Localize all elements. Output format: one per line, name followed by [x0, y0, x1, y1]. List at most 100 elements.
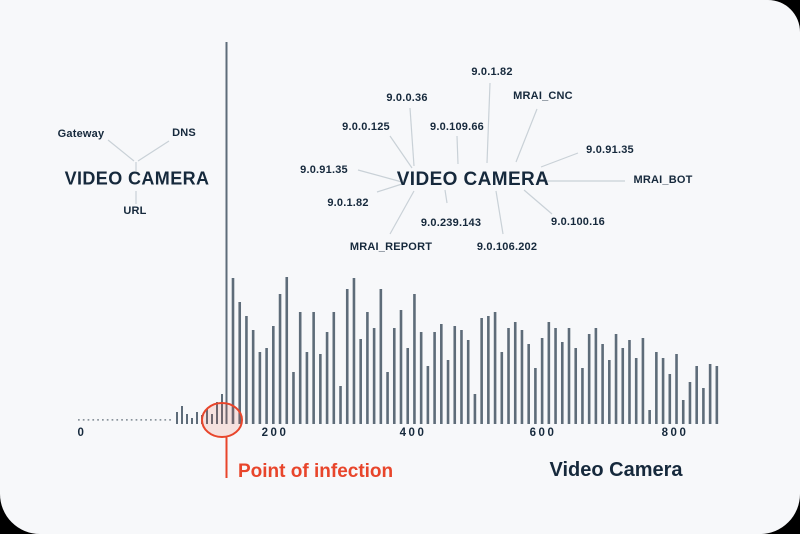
clean-node-url: URL [123, 205, 147, 217]
bar [258, 352, 262, 424]
infection-spike-bar [225, 42, 228, 424]
clean-node-gateway: Gateway [57, 128, 105, 140]
baseline-dot [78, 419, 80, 421]
bar [695, 366, 698, 424]
infected-connector-line [540, 152, 579, 168]
x-tick-800: 800 [661, 427, 689, 439]
bar [386, 372, 389, 424]
bar [325, 332, 329, 424]
bar [527, 344, 530, 424]
bar [594, 328, 598, 424]
bar [238, 302, 242, 424]
baseline-dot [121, 419, 123, 421]
clean-connector-line [137, 140, 170, 162]
infected-connector-line [389, 190, 415, 235]
bar [581, 368, 584, 424]
x-axis-label: Video Camera [549, 459, 683, 481]
bar [426, 366, 430, 424]
bar [560, 342, 564, 424]
bar [480, 318, 483, 424]
infected-connector-line [495, 190, 504, 235]
baseline-dot [87, 419, 90, 421]
bar [245, 316, 248, 424]
baseline-dot [164, 419, 167, 421]
bar [221, 394, 223, 424]
bar [574, 348, 578, 424]
bar [231, 278, 235, 424]
baseline-dot [135, 419, 138, 421]
x-tick-400: 400 [399, 427, 427, 439]
bar [668, 374, 672, 424]
bar [319, 354, 322, 424]
bar [392, 328, 396, 424]
baseline-dot [140, 419, 143, 421]
bar [614, 334, 618, 424]
bar [513, 322, 517, 424]
bar [520, 330, 524, 424]
bar [466, 340, 470, 424]
infection-circle [201, 402, 243, 438]
bar [312, 312, 315, 424]
bar [621, 348, 625, 424]
bar [352, 278, 356, 424]
baseline-dot [126, 419, 128, 421]
device-title-infected: VIDEO CAMERA [396, 169, 550, 190]
bar [440, 324, 443, 424]
baseline-dot [106, 419, 109, 421]
infected-connector-line [409, 107, 415, 167]
bar [278, 294, 282, 424]
infected-node-9-0-1-82: 9.0.1.82 [471, 66, 513, 78]
infected-node-9-0-239-143: 9.0.239.143 [420, 217, 482, 229]
device-title-clean: VIDEO CAMERA [64, 168, 210, 189]
baseline-dot [159, 419, 162, 421]
baseline-dot [111, 419, 114, 421]
bar [216, 402, 218, 424]
infected-node-mrai-bot: MRAI_BOT [633, 174, 693, 186]
bar [285, 277, 289, 424]
bar [196, 412, 198, 424]
baseline-dot [102, 419, 104, 421]
bar [681, 400, 685, 424]
infected-connector-line [376, 183, 403, 193]
bar [655, 352, 658, 424]
bar [634, 358, 638, 424]
bar [251, 330, 255, 424]
bar [702, 388, 705, 424]
infected-connector-line [486, 82, 491, 164]
bar [419, 332, 423, 424]
x-tick-200: 200 [261, 427, 289, 439]
infected-connector-line [357, 169, 403, 183]
bar [332, 312, 336, 424]
bar [715, 366, 719, 424]
bar [406, 348, 410, 424]
bar [446, 360, 450, 424]
bar [688, 382, 692, 424]
baseline-dot [92, 419, 95, 421]
bar [507, 328, 510, 424]
bar [176, 412, 178, 424]
bar [433, 332, 436, 424]
infected-connector-line [389, 135, 413, 169]
bar [413, 294, 416, 424]
bar [191, 418, 193, 424]
bar [554, 328, 557, 424]
bar [298, 312, 302, 424]
x-tick-0: 0 [77, 427, 87, 439]
infected-node-9-0-1-82: 9.0.1.82 [327, 197, 369, 209]
point-of-infection-label: Point of infection [238, 461, 394, 482]
bar [265, 348, 268, 424]
infected-connector-line [444, 189, 448, 204]
infected-node-9-0-106-202: 9.0.106.202 [476, 241, 538, 253]
bar [272, 326, 275, 424]
bar [601, 344, 604, 424]
infected-node-9-0-0-125: 9.0.0.125 [342, 121, 390, 133]
infected-node-9-0-109-66: 9.0.109.66 [430, 121, 484, 133]
bar [487, 316, 490, 424]
bar [211, 414, 213, 424]
bar [473, 394, 477, 424]
bar [675, 354, 678, 424]
bar [648, 410, 651, 424]
bar [366, 312, 369, 424]
bar [547, 322, 551, 424]
